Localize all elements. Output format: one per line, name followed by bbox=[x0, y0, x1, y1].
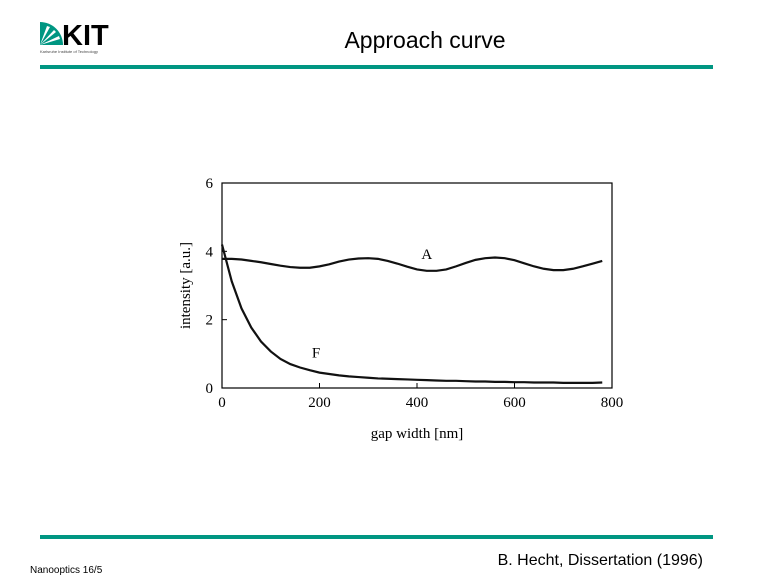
citation: B. Hecht, Dissertation (1996) bbox=[498, 552, 703, 569]
line-series bbox=[222, 256, 603, 272]
y-tick-label: 6 bbox=[206, 176, 214, 192]
series-label: F bbox=[312, 346, 320, 362]
logo: KIT Karlsruhe Institute of Technology bbox=[40, 20, 109, 54]
logo-fan-gap bbox=[40, 26, 60, 45]
footer-rule bbox=[40, 535, 713, 539]
y-tick-label: 2 bbox=[206, 313, 214, 329]
x-tick-label: 400 bbox=[406, 395, 429, 411]
y-axis-label: intensity [a.u.] bbox=[178, 242, 194, 329]
x-axis-label: gap width [nm] bbox=[371, 426, 463, 442]
line-series bbox=[220, 244, 603, 384]
slide-title: Approach curve bbox=[344, 27, 505, 53]
y-tick-label: 0 bbox=[206, 381, 214, 397]
x-tick-label: 0 bbox=[218, 395, 226, 411]
logo-subtitle: Karlsruhe Institute of Technology bbox=[40, 49, 98, 54]
x-tick-label: 800 bbox=[601, 395, 624, 411]
header-rule bbox=[40, 65, 713, 69]
series-label: A bbox=[421, 247, 432, 263]
x-tick-label: 200 bbox=[308, 395, 331, 411]
x-tick-label: 600 bbox=[503, 395, 526, 411]
footer: Nanooptics 16/5 bbox=[30, 565, 103, 576]
y-tick-label: 4 bbox=[206, 244, 214, 260]
logo-text: KIT bbox=[62, 20, 109, 52]
chart: 0 200 400 600 800 0 2 4 6 gap width [nm] intensity… bbox=[178, 176, 623, 442]
